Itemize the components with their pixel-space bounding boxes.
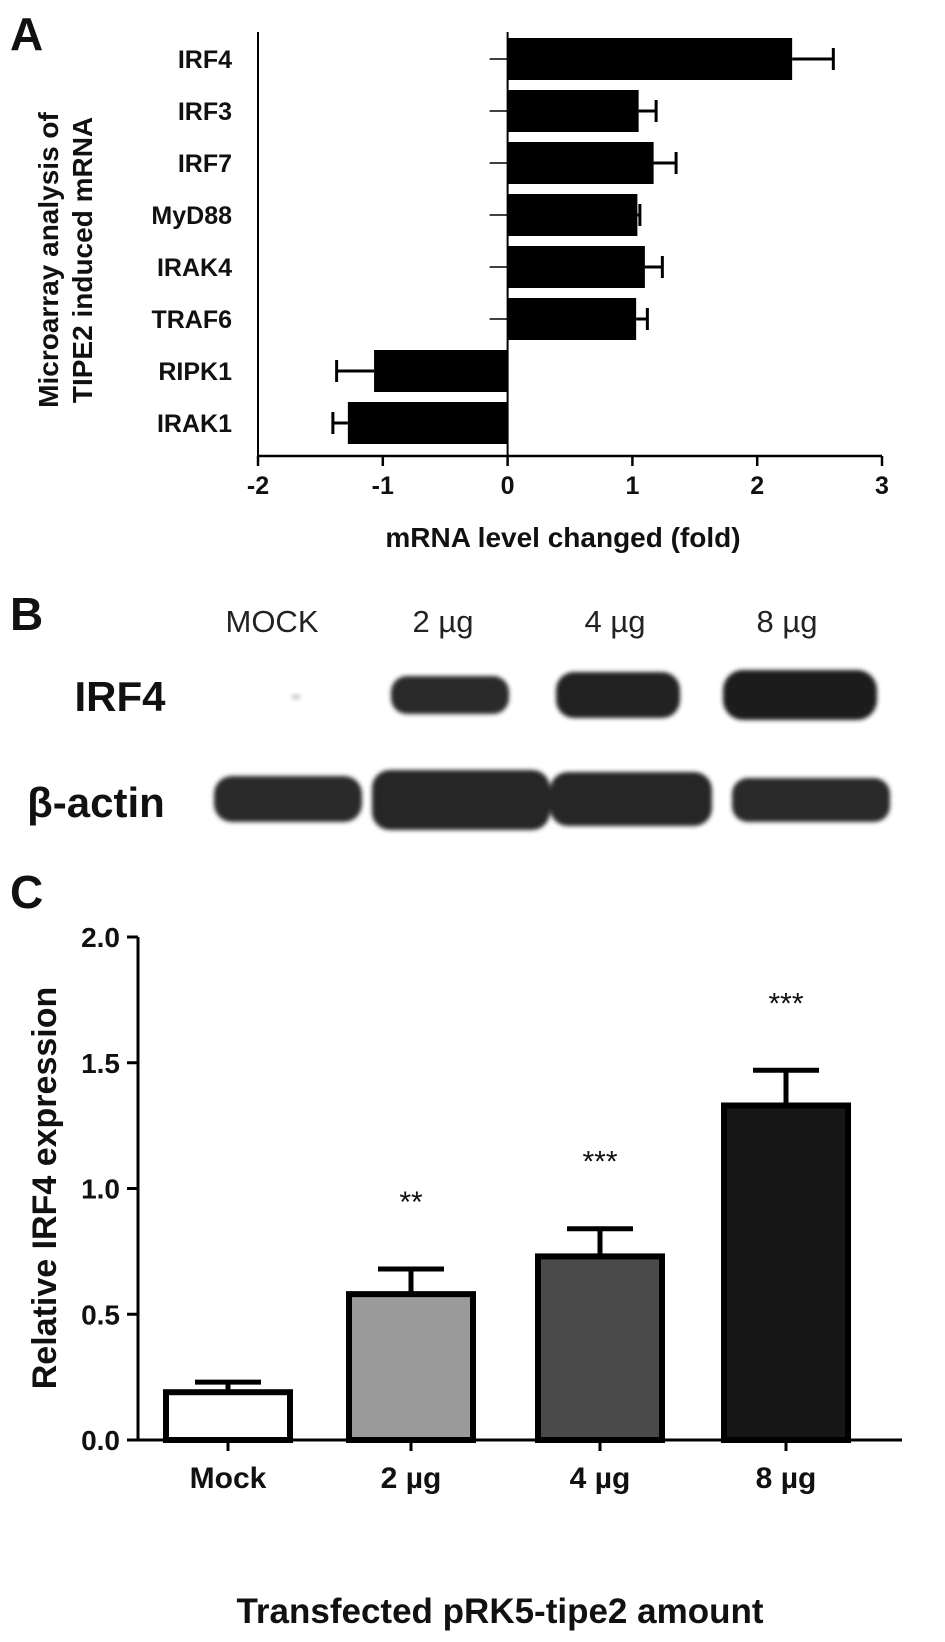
panel-a-xlabel: mRNA level changed (fold) <box>385 522 740 553</box>
bar-mock <box>163 1389 293 1443</box>
band-actin-4ug <box>550 772 712 826</box>
panel-c-yticks: 0.0 0.5 1.0 1.5 2.0 <box>81 922 138 1456</box>
blot-actin <box>214 770 890 830</box>
blot-row-label-actin: β-actin <box>27 779 165 826</box>
lane-label-4ug: 4 µg <box>585 604 646 639</box>
panel-c-xlabel: Transfected pRK5-tipe2 amount <box>236 1592 763 1631</box>
category-label-irf4: IRF4 <box>178 46 232 74</box>
panel-a: A Microarray analysis of TIPE2 induced m… <box>10 8 889 553</box>
y-tick-label: 0.0 <box>81 1425 120 1456</box>
x-tick-label: 3 <box>875 472 889 500</box>
error-bar-irak4 <box>644 256 664 278</box>
x-tick-label: 2 <box>750 472 764 500</box>
panel-c: C Relative IRF4 expression 0.0 0.5 1.0 1.5 2… <box>10 866 902 1631</box>
category-label-ripk1: RIPK1 <box>158 358 232 386</box>
x-tick-label: 1 <box>625 472 639 500</box>
error-bar-8g <box>753 1067 819 1106</box>
y-tick-label: 0.5 <box>81 1299 120 1330</box>
band-actin-8ug <box>732 778 890 822</box>
panel-a-bars <box>347 38 793 444</box>
panel-c-error-bars <box>195 1067 819 1393</box>
band-irf4-8ug <box>723 670 877 720</box>
y-tick-label: 1.5 <box>81 1048 120 1079</box>
panel-b-letter: B <box>10 588 43 640</box>
category-label-mock: Mock <box>190 1462 267 1495</box>
bar-irf3 <box>507 90 639 132</box>
error-bar-myd88 <box>637 204 642 226</box>
error-bar-ripk1 <box>335 360 375 382</box>
category-label-traf6: TRAF6 <box>151 306 232 334</box>
significance-4g: *** <box>582 1146 617 1179</box>
category-label-8g: 8 µg <box>756 1462 817 1495</box>
error-bar-irf4 <box>792 48 835 70</box>
bar-irf7 <box>507 142 654 184</box>
panel-b: B MOCK 2 µg 4 µg 8 µg IRF4 β-actin <box>10 588 890 830</box>
y-tick-label: 2.0 <box>81 922 120 953</box>
panel-c-bars <box>163 1102 851 1444</box>
panel-a-ylabel: Microarray analysis of TIPE2 induced mRN… <box>33 111 98 407</box>
blot-row-label-irf4: IRF4 <box>74 673 166 720</box>
bar-myd88 <box>507 194 638 236</box>
band-actin-mock <box>214 776 362 822</box>
bar-traf6 <box>507 298 637 340</box>
x-tick-label: -2 <box>247 472 269 500</box>
panel-a-category-labels: IRF4 IRF3 IRF7 MyD88 IRAK4 TRAF6 RIPK1 IRAK1 <box>151 46 232 438</box>
panel-a-ylabel-line1: Microarray analysis of <box>33 111 64 407</box>
panel-a-letter: A <box>10 8 43 60</box>
error-bar-traf6 <box>636 308 649 330</box>
error-bar-mock <box>195 1379 261 1393</box>
category-label-2g: 2 µg <box>381 1462 442 1495</box>
panel-a-ticks: -2 -1 0 1 2 3 <box>247 456 889 500</box>
x-tick-label: -1 <box>372 472 394 500</box>
bar-2g <box>346 1291 476 1443</box>
category-label-irak4: IRAK4 <box>157 254 232 282</box>
error-bar-2g <box>378 1266 444 1295</box>
lane-label-2ug: 2 µg <box>413 604 474 639</box>
x-tick-label: 0 <box>501 472 515 500</box>
panel-c-ylabel: Relative IRF4 expression <box>26 987 64 1390</box>
error-bar-irak1 <box>331 412 348 434</box>
category-label-irf3: IRF3 <box>178 98 232 126</box>
significance-8g: *** <box>768 987 803 1020</box>
panel-a-axes <box>257 32 882 458</box>
bar-ripk1 <box>374 350 508 392</box>
category-label-irak1: IRAK1 <box>157 410 232 438</box>
error-bar-4g <box>567 1226 633 1257</box>
panel-c-category-labels: Mock 2 µg 4 µg 8 µg <box>190 1462 817 1495</box>
bar-irak4 <box>507 246 645 288</box>
category-label-4g: 4 µg <box>570 1462 631 1495</box>
panel-c-significance: ******** <box>399 987 804 1219</box>
category-label-irf7: IRF7 <box>178 150 232 178</box>
bar-8g <box>721 1102 851 1443</box>
panel-a-error-bars <box>331 48 835 434</box>
y-tick-label: 1.0 <box>81 1174 120 1205</box>
bar-irf4 <box>507 38 793 80</box>
band-irf4-2ug <box>391 676 509 714</box>
bar-4g <box>535 1253 665 1444</box>
lane-label-mock: MOCK <box>226 604 319 639</box>
lane-label-8ug: 8 µg <box>757 604 818 639</box>
bar-irak1 <box>347 402 508 444</box>
blot-irf4 <box>291 670 877 720</box>
significance-2g: ** <box>399 1186 423 1219</box>
panel-a-ylabel-line2: TIPE2 induced mRNA <box>67 117 98 403</box>
error-bar-irf3 <box>638 100 658 122</box>
band-actin-2ug <box>372 770 550 830</box>
category-label-myd88: MyD88 <box>151 202 232 230</box>
error-bar-irf7 <box>653 152 678 174</box>
band-irf4-4ug <box>556 672 680 718</box>
band-irf4-mock <box>291 695 301 699</box>
panel-c-letter: C <box>10 866 43 918</box>
